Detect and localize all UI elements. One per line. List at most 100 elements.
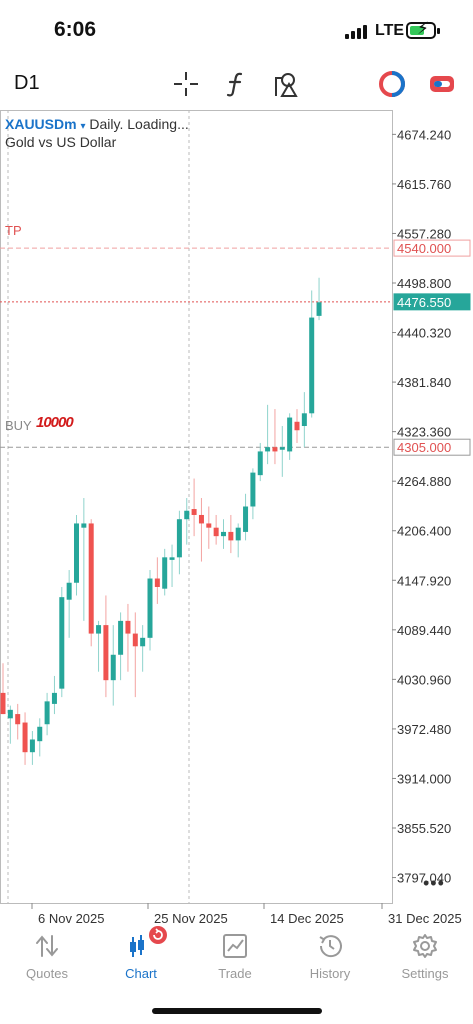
tab-quotes[interactable]: Quotes: [0, 932, 94, 992]
candle-body: [7, 709, 13, 719]
candle-body: [103, 625, 109, 681]
candle-body: [37, 726, 43, 742]
candle-body: [140, 637, 146, 647]
tab-settings[interactable]: Settings: [378, 932, 472, 992]
tab-history[interactable]: History: [283, 932, 377, 992]
candle-body: [213, 527, 219, 537]
tab-chart[interactable]: Chart: [94, 926, 188, 992]
y-tick-label: 4440.320: [397, 326, 451, 341]
y-tick-label: 4030.960: [397, 672, 451, 687]
candle-body: [309, 317, 315, 414]
tab-label: Quotes: [26, 966, 68, 981]
y-tick-label: 4089.440: [397, 623, 451, 638]
candle-body: [15, 714, 21, 725]
chart-canvas[interactable]: 4674.240 4615.760 4557.280 4498.800 4440.320…: [0, 110, 473, 932]
candle-body: [29, 739, 35, 753]
tp-level-price-tag: [393, 239, 471, 257]
candle-body: [81, 523, 87, 528]
candle-body: [316, 302, 322, 316]
candle-body: [176, 519, 182, 558]
candle-body: [184, 510, 190, 520]
buy-level-price-label: 4305.000: [397, 440, 451, 455]
timeframe-button[interactable]: D1: [14, 72, 40, 94]
current-price-price-tag: [393, 293, 471, 311]
candle-body: [279, 447, 285, 450]
account-icon[interactable]: [378, 70, 406, 98]
y-tick-label: 4206.400: [397, 524, 451, 539]
status-time: 6:06: [54, 18, 97, 41]
settings-icon: [413, 934, 437, 958]
cellular-signal-icon: [345, 25, 369, 39]
candle-body: [250, 472, 256, 507]
y-tick-label: 4674.240: [397, 127, 451, 142]
y-tick-label: 3855.520: [397, 821, 451, 836]
tab-label: Trade: [218, 966, 252, 981]
candle-body: [110, 654, 116, 681]
candle-body: [147, 578, 153, 638]
candle-body: [257, 451, 263, 476]
candle-body: [198, 514, 204, 524]
objects-icon[interactable]: [272, 70, 300, 98]
candle-body: [221, 531, 226, 537]
more-options-icon[interactable]: •••: [423, 873, 445, 893]
x-tick-label: 14 Dec 2025: [270, 911, 344, 926]
tab-label: Settings: [401, 966, 449, 981]
candle-body: [294, 421, 300, 431]
plot-frame: [0, 110, 393, 904]
candle-body: [235, 527, 241, 541]
y-tick-label: 4615.760: [397, 177, 451, 192]
symbol-description: Gold vs US Dollar: [5, 134, 117, 150]
quotes-icon: [36, 935, 58, 957]
crosshair-icon[interactable]: [172, 70, 200, 98]
candle-body: [88, 523, 94, 634]
x-tick-label: 31 Dec 2025: [388, 911, 462, 926]
y-tick-label: 3972.480: [397, 722, 451, 737]
battery-cap: [437, 28, 440, 34]
candle-body: [169, 557, 175, 560]
symbol-header[interactable]: XAUUSDm ▾ Daily. Loading...: [5, 116, 189, 132]
candle-body: [0, 692, 6, 715]
symbol-name[interactable]: XAUUSDm: [5, 116, 77, 132]
candle-body: [272, 447, 278, 452]
candle-body: [162, 557, 168, 589]
trade-toggle-icon[interactable]: [428, 70, 456, 98]
candle-body: [191, 509, 197, 515]
chart-toolbar: D1: [0, 62, 473, 108]
y-tick-label: 4264.880: [397, 474, 451, 489]
y-tick-label: 4498.800: [397, 276, 451, 291]
carrier-label: LTE: [375, 22, 405, 39]
period-status: Daily. Loading...: [89, 116, 189, 132]
x-tick-label: 25 Nov 2025: [154, 911, 228, 926]
candle-body: [228, 531, 234, 541]
home-indicator: [152, 1008, 322, 1014]
y-tick-label: 4147.920: [397, 573, 451, 588]
candle-body: [125, 620, 131, 634]
tab-trade[interactable]: Trade: [188, 932, 282, 992]
function-icon[interactable]: [222, 70, 250, 98]
y-tick-label: 4557.280: [397, 226, 451, 241]
status-bar: 6:06 LTE ⚡: [0, 0, 473, 62]
candle-body: [66, 582, 72, 600]
tp-label: TP: [5, 223, 22, 238]
tab-label: History: [309, 966, 351, 981]
current-price-price-label: 4476.550: [397, 295, 451, 310]
trade-icon: [223, 934, 247, 958]
buy-level-price-tag: [393, 438, 471, 456]
symbol-dropdown-icon[interactable]: ▾: [80, 121, 86, 132]
y-tick-label: 4381.840: [397, 375, 451, 390]
candle-body: [96, 625, 102, 634]
history-icon: [319, 935, 342, 958]
price-chart[interactable]: 4674.240 4615.760 4557.280 4498.800 4440.320…: [0, 110, 473, 932]
candle-body: [118, 620, 124, 655]
candle-body: [301, 413, 307, 427]
candle-body: [287, 417, 293, 452]
y-tick-label: 3914.000: [397, 771, 451, 786]
y-tick-label: 3797.040: [397, 871, 451, 886]
battery-charging-icon: ⚡: [406, 20, 436, 39]
y-tick-label: 4323.360: [397, 425, 451, 440]
candle-body: [22, 722, 28, 753]
buy-label: BUY: [5, 418, 32, 433]
chart-badge-icon: [149, 926, 167, 944]
candle-body: [132, 633, 138, 647]
candle-body: [243, 506, 249, 532]
